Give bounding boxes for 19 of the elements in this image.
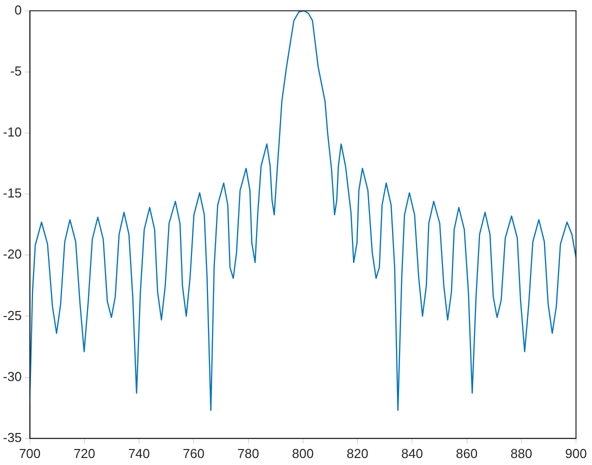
x-tick-label: 900 [565, 446, 587, 461]
y-tick-label: -35 [2, 430, 22, 445]
x-tick-label: 880 [510, 446, 532, 461]
x-tick-label: 720 [74, 446, 96, 461]
y-tick-label: -15 [2, 186, 22, 201]
y-tick-label: -25 [2, 308, 22, 323]
x-tick-label: 800 [292, 446, 314, 461]
y-tick-label: -10 [2, 124, 22, 140]
y-tick-label: -5 [10, 63, 22, 78]
x-tick-label: 860 [456, 446, 478, 461]
x-tick-label: 820 [346, 446, 368, 461]
y-tick-label: -30 [2, 368, 22, 384]
x-tick-label: 840 [401, 446, 423, 461]
x-tick-label: 740 [128, 446, 150, 461]
x-tick-label: 760 [182, 446, 205, 461]
x-tick-label: 780 [237, 446, 260, 461]
y-tick-label: -20 [2, 246, 22, 262]
x-tick-label: 700 [18, 446, 41, 461]
y-tick-label: 0 [14, 2, 22, 18]
